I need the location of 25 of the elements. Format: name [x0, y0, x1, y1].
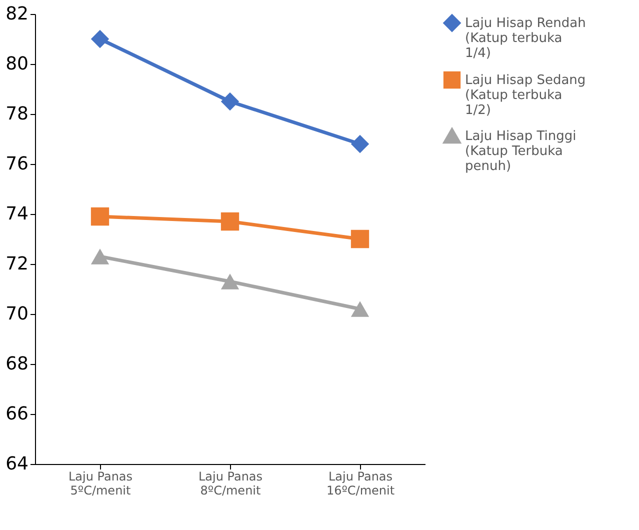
y-tick-label: 74	[6, 204, 28, 224]
point	[220, 274, 240, 290]
y-tick-label: 78	[6, 104, 28, 124]
y-tick-label: 72	[6, 254, 28, 274]
y-tick-label: 68	[6, 354, 28, 374]
point	[90, 248, 110, 264]
point	[350, 230, 370, 248]
y-tick-label: 70	[6, 304, 28, 324]
y-tick-label: 80	[6, 54, 28, 74]
y-tick-label: 64	[6, 454, 28, 474]
point	[350, 301, 370, 317]
legend-label: Laju Hisap Rendah (Katup terbuka 1/4)	[465, 16, 586, 61]
y-tick-label: 82	[6, 4, 28, 24]
x-tick-label: Laju Panas 5ºC/menit	[68, 470, 133, 498]
x-tick-label: Laju Panas 16ºC/menit	[326, 470, 395, 498]
point	[220, 92, 240, 111]
legend-label: Laju Hisap Sedang (Katup terbuka 1/2)	[465, 73, 586, 118]
point	[350, 134, 370, 154]
point	[90, 30, 110, 48]
y-tick-label: 76	[6, 154, 28, 174]
point	[90, 207, 110, 226]
point	[220, 212, 240, 231]
y-tick-label: 66	[6, 404, 28, 424]
x-tick-label: Laju Panas 8ºC/menit	[198, 470, 263, 498]
legend-label: Laju Hisap Tinggi (Katup Terbuka penuh)	[465, 129, 576, 174]
